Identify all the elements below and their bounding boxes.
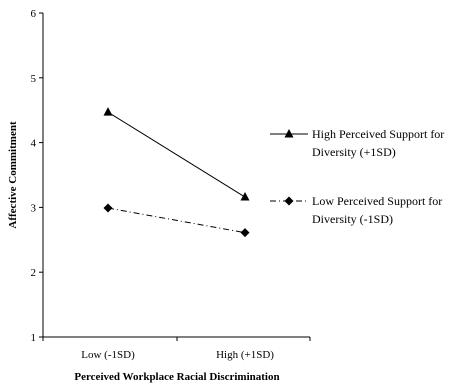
y-axis-title: Affective Commitment [7, 121, 19, 229]
y-tick-label: 6 [31, 8, 37, 20]
series-line [107, 111, 246, 198]
y-tick-label: 1 [31, 332, 37, 344]
y-ticks: 1 2 3 4 5 6 [31, 8, 43, 344]
legend-label: Diversity (-1SD) [312, 212, 393, 226]
legend-swatch-marker [284, 129, 294, 138]
x-ticks: Low (-1SD) High (+1SD) [42, 337, 311, 361]
legend-entry: High Perceived Support for Diversity (+1S… [270, 127, 444, 159]
data-point [103, 107, 113, 116]
series-line [107, 207, 246, 234]
legend-label: High Perceived Support for [312, 127, 444, 141]
x-axis-title: Perceived Workplace Racial Discriminatio… [74, 371, 279, 383]
y-tick-label: 5 [31, 73, 37, 85]
y-tick-label: 4 [31, 138, 37, 150]
x-tick-label: High (+1SD) [216, 349, 274, 361]
data-point [240, 228, 250, 238]
plot-area: 1 2 3 4 5 6 Low (-1SD) High (+1SD) [31, 8, 311, 361]
legend: High Perceived Support for Diversity (+1S… [270, 127, 444, 226]
y-tick-label: 3 [31, 202, 37, 214]
legend-swatch-marker [284, 196, 294, 206]
x-tick-label: Low (-1SD) [81, 349, 135, 361]
data-point [240, 192, 250, 201]
series-1 [103, 107, 250, 201]
series-layer [103, 107, 250, 238]
legend-entry: Low Perceived Support for Diversity (-1SD… [270, 194, 442, 226]
data-point [103, 203, 113, 213]
legend-label: Diversity (+1SD) [312, 145, 396, 159]
series-2 [103, 203, 250, 238]
legend-label: Low Perceived Support for [312, 194, 442, 208]
y-tick-label: 2 [31, 267, 37, 279]
